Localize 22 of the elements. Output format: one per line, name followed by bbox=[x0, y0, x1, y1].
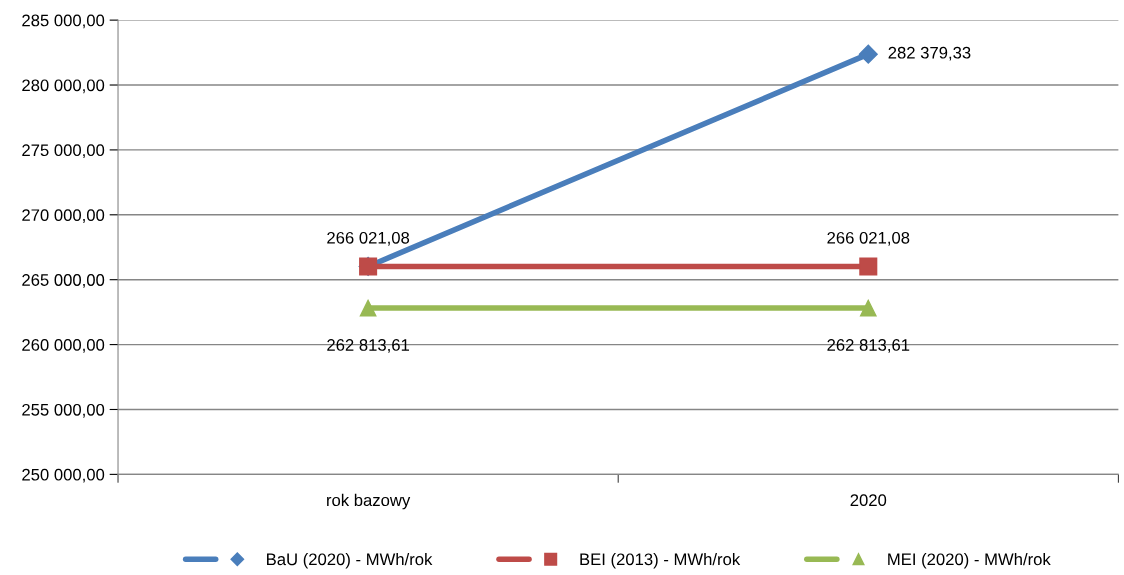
point bbox=[359, 299, 377, 317]
data-label: 282 379,33 bbox=[888, 46, 971, 61]
x-tick-label: 2020 bbox=[850, 494, 887, 507]
y-tick-label: 285 000,00 bbox=[22, 14, 105, 29]
x-tick-label: rok bazowy bbox=[327, 493, 411, 510]
y-tick-label: 270 000,00 bbox=[22, 209, 105, 223]
y-tick-label: 260 000,00 bbox=[22, 338, 105, 353]
point bbox=[859, 257, 878, 276]
data-label: 266 021,08 bbox=[327, 231, 410, 246]
legend-label: BEI (2013) - MWh/rok bbox=[580, 552, 741, 569]
data-label: 262 813,61 bbox=[327, 339, 410, 353]
data-label: 262 813,61 bbox=[827, 339, 910, 353]
y-tick-label: 265 000,00 bbox=[22, 274, 105, 288]
point bbox=[858, 44, 878, 64]
point bbox=[859, 299, 877, 317]
data-label: 266 021,08 bbox=[827, 231, 910, 246]
legend-label: BaU (2020) - MWh/rok bbox=[267, 552, 433, 569]
y-tick-label: 280 000,00 bbox=[22, 79, 105, 94]
legend-label: MEI (2020) - MWh/rok bbox=[888, 552, 1051, 569]
y-tick-label: 255 000,00 bbox=[22, 403, 105, 418]
y-tick-label: 250 000,00 bbox=[22, 468, 105, 483]
y-tick-label: 275 000,00 bbox=[22, 144, 105, 159]
